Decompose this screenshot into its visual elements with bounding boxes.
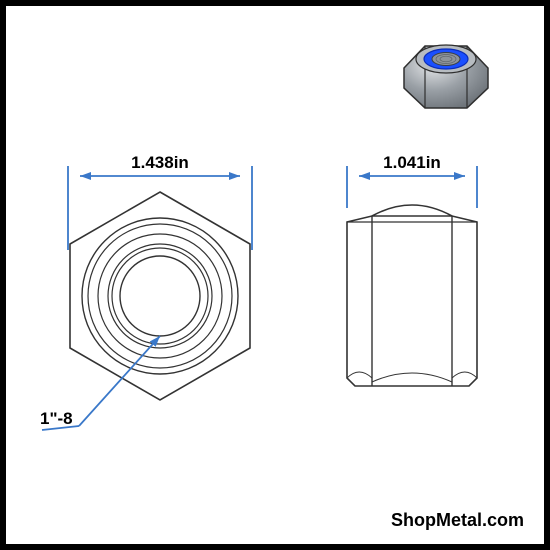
side-outline xyxy=(347,216,477,386)
footer-brand: ShopMetal.com xyxy=(391,510,524,530)
dim-label-side: 1.041in xyxy=(383,153,441,172)
hex-outline xyxy=(70,192,250,400)
iso-nut xyxy=(404,45,488,108)
dim-label-top: 1.438in xyxy=(131,153,189,172)
bore-circle xyxy=(120,256,200,336)
diagram-frame: 1.438in 1"-8 1.041in xyxy=(0,0,550,550)
thread-leader xyxy=(79,336,160,426)
top-view: 1.438in 1"-8 xyxy=(40,153,252,430)
side-view: 1.041in xyxy=(347,153,477,386)
thread-label: 1"-8 xyxy=(40,409,73,428)
diagram-svg: 1.438in 1"-8 1.041in xyxy=(6,6,544,544)
